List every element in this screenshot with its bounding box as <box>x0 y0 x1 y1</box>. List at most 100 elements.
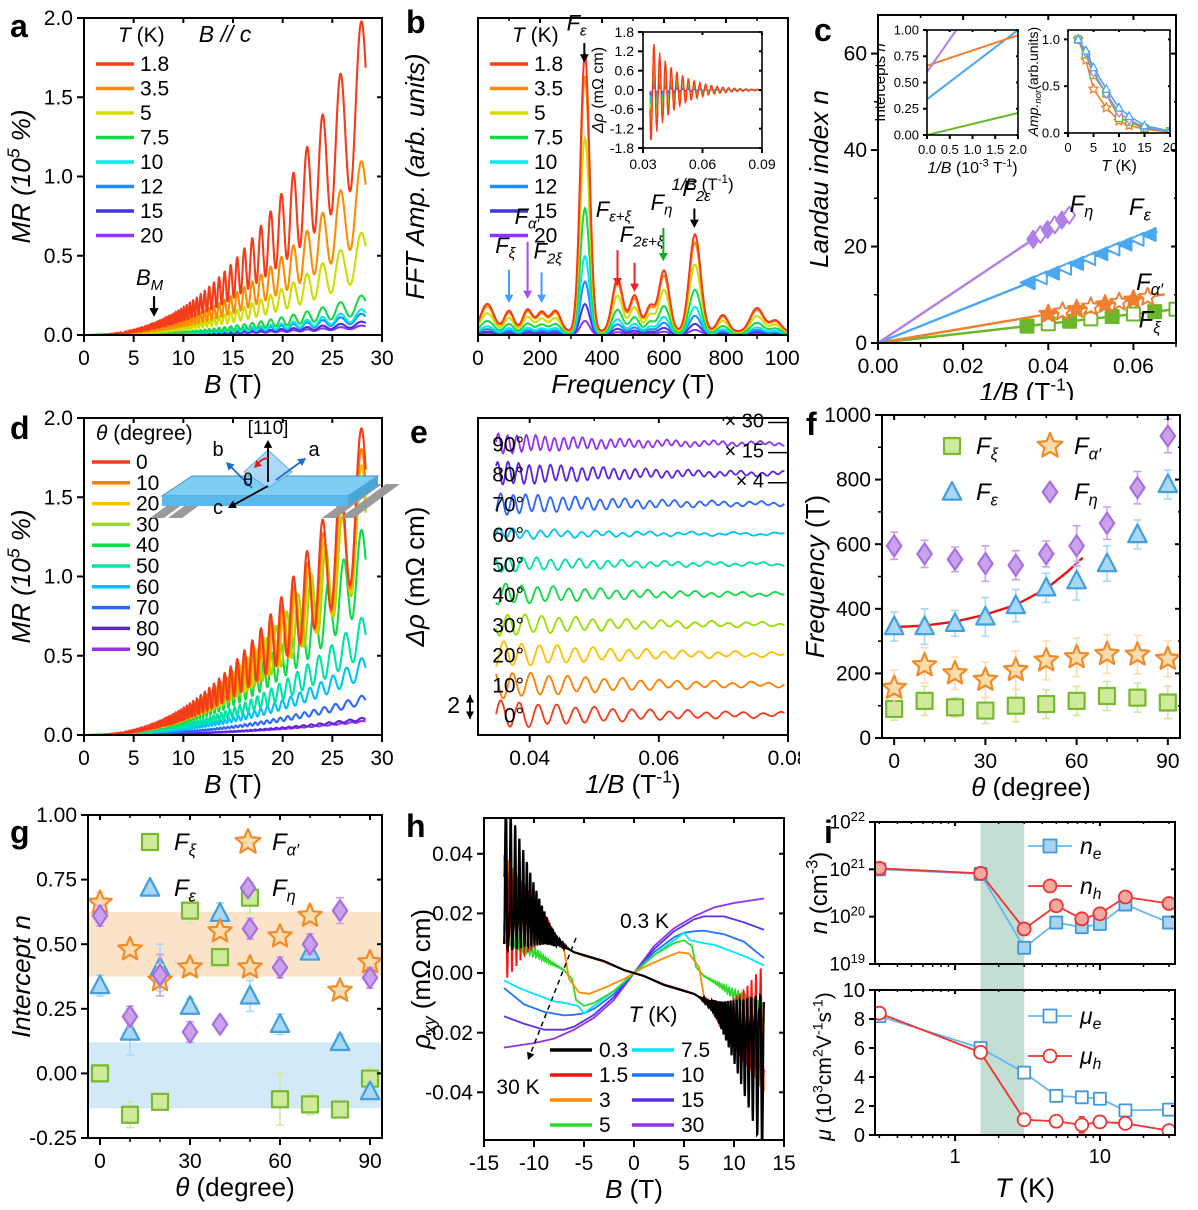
svg-text:12: 12 <box>140 176 163 199</box>
svg-text:90: 90 <box>358 1150 381 1173</box>
svg-text:1019: 1019 <box>830 951 866 976</box>
panel-e-canvas: 90° 80° 70° 60° 50° 40° 30° 20° 10° 0° 0.04 0.06 0.0… <box>400 410 800 799</box>
svg-text:nh: nh <box>1080 873 1102 903</box>
panel-a-series <box>88 20 367 335</box>
svg-text:1.0: 1.0 <box>1042 32 1060 47</box>
svg-text:5: 5 <box>128 747 140 770</box>
svg-text:1.5: 1.5 <box>44 486 73 509</box>
svg-text:30: 30 <box>681 1114 704 1137</box>
svg-text:0.06: 0.06 <box>1113 355 1154 378</box>
svg-text:1.0: 1.0 <box>963 142 981 157</box>
svg-text:1.2: 1.2 <box>615 43 635 59</box>
svg-text:F2ξ: F2ξ <box>534 239 564 268</box>
waterfall-series <box>495 432 785 729</box>
svg-text:0: 0 <box>628 1152 640 1175</box>
svg-text:60°: 60° <box>492 524 524 547</box>
fft-series <box>478 53 788 335</box>
panel-i-letter: i <box>824 814 833 850</box>
svg-text:25: 25 <box>321 747 344 770</box>
panel-b: b 0 200 400 600 800 1000 Frequency (T) FFT Amp.… <box>400 0 800 400</box>
svg-text:0.06: 0.06 <box>638 747 679 770</box>
svg-text:2.0: 2.0 <box>44 7 73 30</box>
svg-text:10°: 10° <box>492 675 524 698</box>
svg-text:Fξ: Fξ <box>495 233 516 262</box>
svg-text:1: 1 <box>950 1146 961 1168</box>
svg-text:c: c <box>213 497 223 519</box>
panel-b-letter: b <box>406 4 426 40</box>
svg-text:0.75: 0.75 <box>36 869 77 892</box>
svg-text:0.00: 0.00 <box>858 355 899 378</box>
svg-text:b: b <box>212 439 223 461</box>
svg-text:0.06: 0.06 <box>689 156 716 172</box>
svg-text:70°: 70° <box>492 494 524 517</box>
svg-text:Fη: Fη <box>272 875 296 905</box>
svg-text:a: a <box>308 439 320 461</box>
svg-text:0.0: 0.0 <box>44 724 73 747</box>
svg-text:2.0: 2.0 <box>44 407 73 430</box>
svg-text:600: 600 <box>836 533 871 556</box>
svg-text:-15: -15 <box>469 1152 499 1175</box>
panel-e: e 90° 80° 70° 60° 50° 40° 30° 20° 10° 0° 0.04 0.06 0… <box>400 400 800 800</box>
svg-text:0: 0 <box>1064 140 1071 155</box>
svg-text:1.00: 1.00 <box>894 22 919 37</box>
svg-text:B (T): B (T) <box>605 1174 663 1204</box>
svg-text:20°: 20° <box>492 644 524 667</box>
svg-text:0.0: 0.0 <box>44 324 73 347</box>
panel-d-series <box>88 427 367 735</box>
panel-h: h -15 -10 -5 0 5 10 15 -0.04 -0.02 0.00 0.02 0.04 B … <box>400 800 800 1210</box>
svg-text:7.5: 7.5 <box>534 127 563 150</box>
svg-text:Fξ: Fξ <box>976 433 999 463</box>
svg-text:Fη: Fη <box>651 190 673 219</box>
svg-text:20: 20 <box>844 236 867 259</box>
panel-d: d 0 5 10 15 20 25 30 0.0 0.5 1.0 1.5 2.0 B (T) MR (10… <box>0 400 400 800</box>
svg-text:μ (103cm2V-1s-1): μ (103cm2V-1s-1) <box>811 992 836 1141</box>
svg-text:40: 40 <box>844 139 867 162</box>
svg-text:Fε: Fε <box>976 479 999 509</box>
svg-text:0°: 0° <box>504 705 524 728</box>
panel-c-letter: c <box>814 12 832 48</box>
svg-text:T (K): T (K) <box>512 24 559 47</box>
svg-text:3.5: 3.5 <box>140 78 169 101</box>
svg-text:Fε+ξ: Fε+ξ <box>596 197 633 226</box>
svg-text:10: 10 <box>140 151 163 174</box>
svg-text:5: 5 <box>678 1152 690 1175</box>
svg-text:Frequency (T): Frequency (T) <box>800 495 830 658</box>
svg-text:5: 5 <box>128 347 140 370</box>
svg-text:600: 600 <box>646 347 681 370</box>
svg-text:200: 200 <box>836 663 871 686</box>
svg-text:-1.2: -1.2 <box>610 120 634 136</box>
svg-text:μh: μh <box>1079 1043 1101 1073</box>
svg-text:Fη: Fη <box>1074 479 1098 509</box>
svg-text:800: 800 <box>708 347 743 370</box>
svg-text:1000: 1000 <box>824 404 871 427</box>
svg-text:0.08: 0.08 <box>768 747 800 770</box>
svg-text:Δρ (mΩ cm): Δρ (mΩ cm) <box>400 507 430 648</box>
sample-schematic: [110] b a cθ <box>150 418 400 519</box>
svg-text:Fα′: Fα′ <box>272 829 300 859</box>
svg-text:0.09: 0.09 <box>748 156 775 172</box>
panel-g: g 0 30 60 90 -0.25 0.00 0.25 0.50 0.75 1.00 θ (deg… <box>0 800 400 1210</box>
svg-text:0: 0 <box>888 750 900 773</box>
svg-text:-0.6: -0.6 <box>610 101 634 117</box>
svg-text:MR (105 %): MR (105 %) <box>4 509 36 643</box>
svg-text:8: 8 <box>854 1009 865 1031</box>
svg-text:7.5: 7.5 <box>681 1039 710 1062</box>
svg-text:-0.04: -0.04 <box>425 1081 473 1104</box>
svg-text:Intercept n: Intercept n <box>6 915 36 1038</box>
svg-text:T (K): T (K) <box>629 1002 678 1027</box>
svg-text:ρxy (mΩ cm): ρxy (mΩ cm) <box>406 909 440 1050</box>
svg-text:10: 10 <box>1112 140 1126 155</box>
svg-text:BM: BM <box>136 265 164 294</box>
panel-f-canvas: 0 30 60 90 0 200 400 600 800 1000 θ (degree) Freque… <box>800 404 1181 800</box>
carrier-density-series <box>875 860 1175 955</box>
svg-text:0.50: 0.50 <box>36 933 77 956</box>
svg-text:0: 0 <box>94 1150 106 1173</box>
svg-text:Fε: Fε <box>567 11 587 40</box>
svg-text:0.04: 0.04 <box>432 843 473 866</box>
svg-text:Δρ (mΩ cm): Δρ (mΩ cm) <box>590 47 607 134</box>
panel-g-letter: g <box>10 814 30 850</box>
svg-text:30°: 30° <box>492 614 524 637</box>
svg-text:0.00: 0.00 <box>36 1063 77 1086</box>
svg-text:1.00: 1.00 <box>36 804 77 827</box>
svg-text:3.5: 3.5 <box>534 78 563 101</box>
